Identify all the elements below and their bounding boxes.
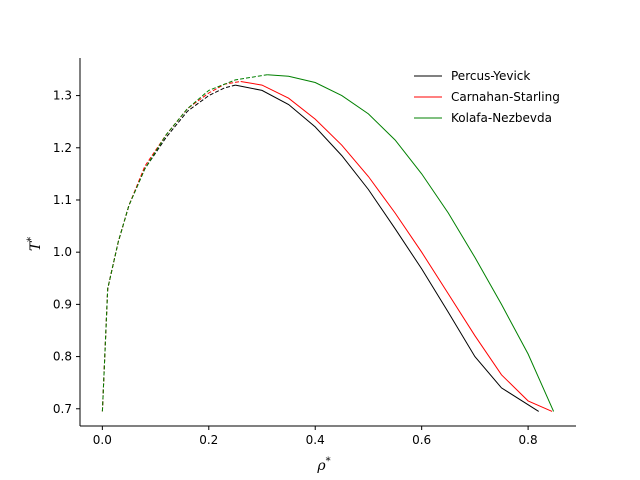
plot-lines xyxy=(101,74,555,412)
axes xyxy=(79,58,576,427)
y-tick-label: 0.7 xyxy=(53,402,72,416)
y-ticks: 0.7 0.8 0.9 1.0 1.1 1.2 1.3 xyxy=(53,89,80,416)
x-axis-label: ρ* xyxy=(316,456,330,474)
y-tick-label: 0.9 xyxy=(53,297,72,311)
x-tick-label: 0.4 xyxy=(306,433,325,447)
y-tick-label: 1.2 xyxy=(53,141,72,155)
legend-label-percus-yevick: Percus-Yevick xyxy=(451,69,530,83)
x-ticks: 0.0 0.2 0.4 0.6 0.8 xyxy=(93,426,538,447)
x-tick-label: 0.8 xyxy=(519,433,538,447)
y-tick-label: 1.1 xyxy=(53,193,72,207)
series-percus-yevick-liquid-branch xyxy=(235,84,539,412)
y-tick-label: 0.8 xyxy=(53,350,72,364)
legend-label-carnahan-starling: Carnahan-Starling xyxy=(451,90,560,104)
y-tick-label: 1.0 xyxy=(53,245,72,259)
legend: Percus-Yevick Carnahan-Starling Kolafa-Nez… xyxy=(414,69,560,125)
x-tick-label: 0.6 xyxy=(412,433,431,447)
series-percus-yevick-vapor-branch xyxy=(101,84,236,412)
y-tick-label: 1.3 xyxy=(53,89,72,103)
legend-label-kolafa-nezbevda: Kolafa-Nezbevda xyxy=(451,111,552,125)
series-kolafa-nezbevda-vapor-branch xyxy=(101,74,268,412)
x-axis-label-sup: * xyxy=(326,456,331,467)
series-kolafa-nezbevda-liquid-branch xyxy=(267,74,555,412)
x-tick-label: 0.0 xyxy=(93,433,112,447)
y-axis-label: T* xyxy=(26,237,44,251)
x-tick-label: 0.2 xyxy=(199,433,218,447)
y-axis-label-sup: * xyxy=(26,237,37,242)
series-carnahan-starling-liquid-branch xyxy=(240,81,553,412)
